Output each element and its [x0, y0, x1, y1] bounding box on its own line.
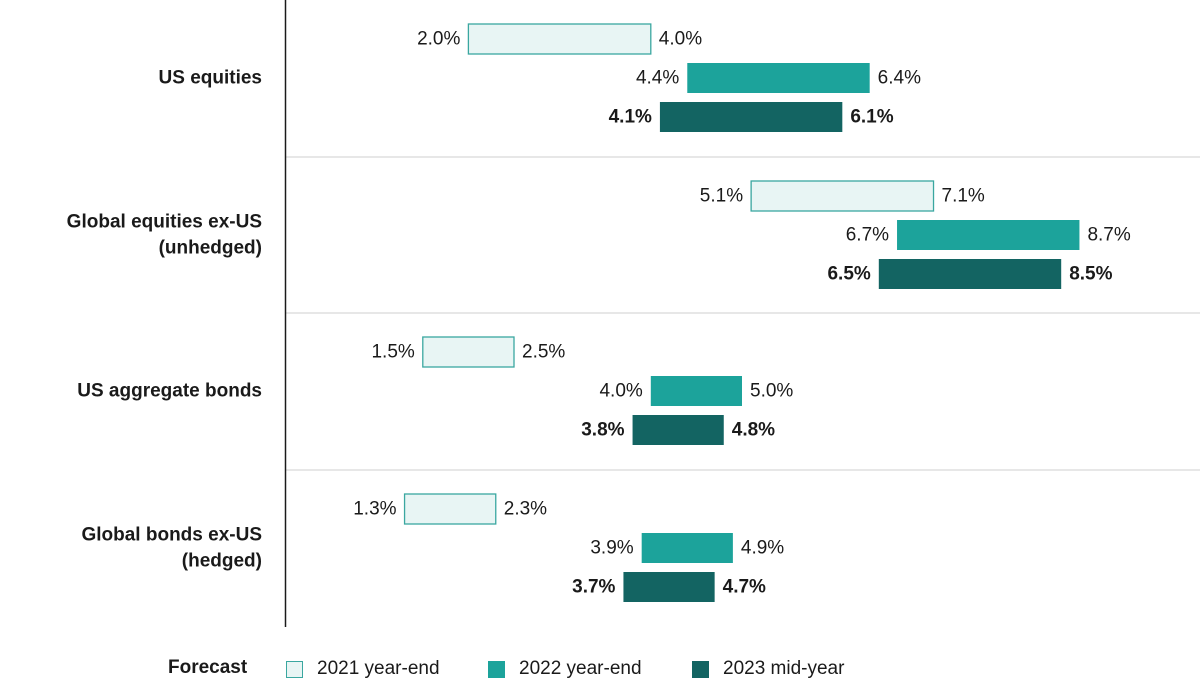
range-bar-4-3 — [623, 572, 715, 602]
range-high-label-1-1: 4.0% — [659, 29, 702, 50]
range-low-label-3-2: 4.0% — [599, 381, 642, 402]
legend-item-2023: 2023 mid-year — [692, 658, 844, 680]
range-bar-chart: US equities 2.0% 4.0% 4.4% 6.4% 4.1% 6.1% Globa… — [67, 0, 1200, 627]
range-low-label-4-2: 3.9% — [590, 538, 633, 559]
range-bar-4-2 — [641, 533, 733, 563]
legend-swatch-2022 — [488, 660, 505, 678]
range-high-label-3-1: 2.5% — [522, 342, 565, 363]
legend-label-2021: 2021 year-end — [317, 658, 440, 679]
range-bar-1-3 — [659, 102, 843, 132]
range-high-label-3-2: 5.0% — [750, 381, 793, 402]
category-label-1: US equities — [159, 68, 262, 89]
range-low-label-3-3: 3.8% — [581, 420, 624, 441]
range-high-label-2-3: 8.5% — [1069, 264, 1112, 285]
range-high-label-4-1: 2.3% — [504, 499, 547, 520]
legend-item-2022: 2022 year-end — [488, 658, 642, 680]
category-label-3: US aggregate bonds — [77, 381, 262, 402]
range-high-label-1-3: 6.1% — [850, 107, 893, 128]
legend-swatch-2021 — [286, 660, 303, 678]
category-label-4-line-2: (hedged) — [182, 551, 262, 572]
range-low-label-3-1: 1.5% — [371, 342, 414, 363]
range-low-label-2-2: 6.7% — [846, 225, 889, 246]
range-bar-2-2 — [897, 220, 1080, 250]
range-low-label-2-1: 5.1% — [700, 186, 743, 207]
legend-item-2021: 2021 year-end — [286, 658, 440, 680]
legend-label-2022: 2022 year-end — [519, 658, 642, 679]
category-label-4-line-1: Global bonds ex-US — [81, 525, 262, 546]
range-high-label-3-3: 4.8% — [732, 420, 775, 441]
range-low-label-1-3: 4.1% — [609, 107, 652, 128]
category-label-2-line-2: (unhedged) — [159, 238, 262, 259]
range-bar-3-1 — [422, 336, 515, 368]
range-bar-2-1 — [750, 180, 935, 212]
range-low-label-2-3: 6.5% — [827, 264, 870, 285]
range-high-label-4-2: 4.9% — [741, 538, 784, 559]
range-bar-1-1 — [467, 23, 652, 55]
legend: Forecast 2021 year-end 2022 year-end 202… — [0, 652, 1200, 686]
range-high-label-1-2: 6.4% — [878, 68, 921, 89]
range-bar-1-2 — [687, 63, 870, 93]
legend-swatch-2023 — [692, 660, 709, 678]
range-low-label-1-2: 4.4% — [636, 68, 679, 89]
range-bar-4-1 — [403, 493, 497, 525]
range-low-label-1-1: 2.0% — [417, 29, 460, 50]
range-low-label-4-3: 3.7% — [572, 577, 615, 598]
range-high-label-4-3: 4.7% — [723, 577, 766, 598]
range-low-label-4-1: 1.3% — [353, 499, 396, 520]
range-bar-2-3 — [878, 259, 1062, 289]
range-high-label-2-1: 7.1% — [942, 186, 985, 207]
legend-title: Forecast — [168, 657, 248, 678]
legend-label-2023: 2023 mid-year — [723, 658, 845, 679]
category-label-2-line-1: Global equities ex-US — [67, 212, 262, 233]
range-high-label-2-2: 8.7% — [1087, 225, 1130, 246]
range-bar-3-3 — [632, 415, 724, 445]
range-bar-3-2 — [650, 376, 742, 406]
